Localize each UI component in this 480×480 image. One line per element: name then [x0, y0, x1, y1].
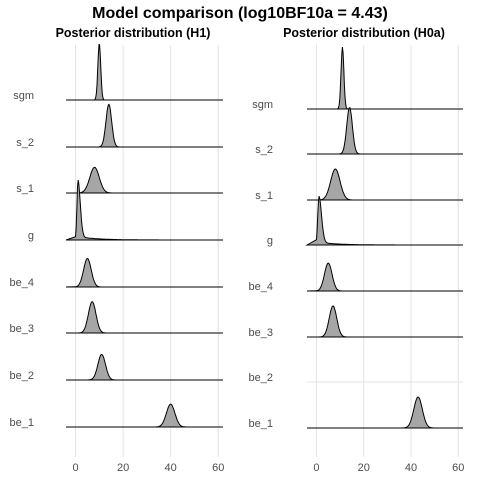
x-tick-label: 20 [358, 462, 370, 474]
panel-title-h1: Posterior distribution (H1) [56, 26, 211, 40]
x-tick-label: 40 [165, 462, 177, 474]
row-label: be_2 [249, 372, 273, 384]
panel-h0a: Posterior distribution (H0a) sgm s_2 s_1g b… [249, 26, 465, 474]
panel-h1: Posterior distribution (H1) sgm s_2 s_1g be… [10, 26, 225, 474]
density-ridge-be_4 [65, 257, 223, 288]
density-ridge-be_4 [306, 262, 463, 292]
density-ridge-s_2 [66, 103, 223, 148]
row-label: be_4 [249, 281, 273, 293]
row-label: be_1 [10, 417, 34, 429]
density-ridge-be_2 [66, 353, 223, 381]
density-ridge-be_3 [307, 305, 463, 338]
x-tick-label: 20 [117, 462, 129, 474]
row-label: be_2 [10, 370, 34, 382]
figure-title: Model comparison (log10BF10a = 4.43) [92, 5, 388, 22]
density-ridge-sgm [66, 43, 223, 101]
density-ridge-g [305, 195, 463, 246]
row-label: be_3 [249, 327, 273, 339]
density-ridge-be_1 [66, 403, 223, 428]
x-tick-label: 40 [405, 462, 417, 474]
row-label: be_3 [10, 323, 34, 335]
row-label: sgm [13, 90, 34, 102]
row-label: g [28, 230, 34, 242]
row-label: g [267, 235, 273, 247]
density-ridge-be_3 [66, 301, 223, 334]
row-label: be_4 [10, 277, 34, 289]
x-tick-label: 0 [72, 462, 78, 474]
row-label: be_1 [249, 418, 273, 430]
x-tick-label: 60 [452, 462, 464, 474]
row-label: s_2 [255, 144, 273, 156]
density-ridge-s_1 [307, 168, 463, 201]
row-label: sgm [252, 99, 273, 111]
x-tick-label: 60 [212, 462, 224, 474]
density-ridge-be_1 [307, 396, 463, 429]
density-ridge-s_1 [66, 166, 223, 194]
row-label: s_2 [16, 137, 34, 149]
x-tick-label: 0 [313, 462, 319, 474]
row-label: s_1 [16, 183, 34, 195]
density-ridge-s_2 [307, 106, 463, 155]
density-ridge-sgm [307, 46, 463, 110]
row-label: s_1 [255, 190, 273, 202]
panel-title-h0a: Posterior distribution (H0a) [283, 26, 445, 40]
